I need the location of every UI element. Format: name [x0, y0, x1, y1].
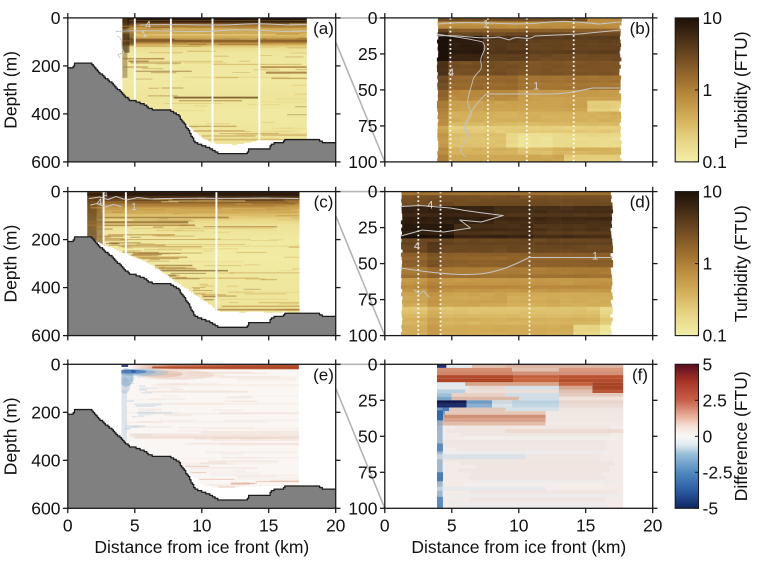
svg-text:50: 50 — [358, 80, 378, 100]
svg-text:5: 5 — [447, 515, 457, 535]
svg-text:(b): (b) — [630, 19, 651, 38]
svg-text:10: 10 — [703, 182, 723, 202]
svg-text:200: 200 — [31, 230, 60, 250]
svg-text:75: 75 — [358, 290, 377, 310]
svg-text:(c): (c) — [314, 193, 334, 212]
svg-text:0.1: 0.1 — [703, 152, 727, 172]
svg-text:4: 4 — [97, 197, 103, 209]
svg-text:5: 5 — [130, 515, 140, 535]
svg-text:0: 0 — [703, 426, 713, 446]
svg-text:Difference (FTU): Difference (FTU) — [731, 371, 751, 501]
svg-text:Turbidity (FTU): Turbidity (FTU) — [731, 205, 751, 322]
svg-text:0: 0 — [63, 515, 73, 535]
svg-text:50: 50 — [358, 254, 378, 274]
svg-text:10: 10 — [192, 515, 212, 535]
svg-text:100: 100 — [348, 498, 377, 518]
svg-text:600: 600 — [31, 498, 60, 518]
svg-text:0: 0 — [51, 182, 61, 202]
svg-text:1: 1 — [703, 254, 713, 274]
svg-text:25: 25 — [358, 218, 377, 238]
svg-text:0.1: 0.1 — [703, 326, 727, 346]
svg-text:4: 4 — [448, 67, 454, 79]
svg-text:Depth (m): Depth (m) — [1, 51, 21, 129]
svg-text:25: 25 — [358, 44, 377, 64]
svg-text:200: 200 — [31, 402, 60, 422]
svg-text:10: 10 — [703, 8, 723, 28]
svg-text:4: 4 — [145, 19, 151, 31]
svg-text:0: 0 — [51, 354, 61, 374]
svg-text:Distance from ice front (km): Distance from ice front (km) — [411, 537, 626, 557]
svg-text:0: 0 — [51, 8, 61, 28]
svg-text:0: 0 — [368, 8, 378, 28]
svg-text:400: 400 — [31, 104, 60, 124]
svg-text:1: 1 — [703, 80, 713, 100]
svg-text:-2.5: -2.5 — [703, 462, 733, 482]
svg-text:10: 10 — [509, 515, 529, 535]
svg-text:Turbidity (FTU): Turbidity (FTU) — [731, 31, 751, 148]
svg-text:0: 0 — [368, 354, 378, 374]
svg-text:1: 1 — [483, 19, 489, 31]
svg-text:100: 100 — [348, 152, 377, 172]
svg-text:4: 4 — [414, 241, 420, 253]
svg-text:(a): (a) — [313, 19, 334, 38]
svg-text:1: 1 — [131, 201, 137, 213]
svg-text:5: 5 — [703, 354, 713, 374]
svg-text:(f): (f) — [632, 365, 648, 384]
svg-text:2.5: 2.5 — [703, 390, 727, 410]
svg-text:0: 0 — [380, 515, 390, 535]
svg-text:Depth (m): Depth (m) — [1, 225, 21, 303]
svg-text:Distance from ice front (km): Distance from ice front (km) — [94, 537, 309, 557]
svg-text:75: 75 — [358, 116, 377, 136]
svg-text:600: 600 — [31, 326, 60, 346]
svg-text:20: 20 — [326, 515, 346, 535]
svg-text:200: 200 — [31, 56, 60, 76]
svg-text:15: 15 — [576, 515, 595, 535]
svg-text:15: 15 — [259, 515, 278, 535]
svg-text:25: 25 — [358, 390, 377, 410]
svg-text:50: 50 — [358, 426, 378, 446]
svg-text:1: 1 — [140, 28, 150, 41]
svg-text:600: 600 — [31, 152, 60, 172]
svg-text:Depth (m): Depth (m) — [1, 397, 21, 475]
svg-text:400: 400 — [31, 278, 60, 298]
svg-text:4: 4 — [102, 189, 107, 200]
svg-text:400: 400 — [31, 450, 60, 470]
svg-text:-5: -5 — [703, 498, 719, 518]
svg-text:0: 0 — [368, 182, 378, 202]
svg-text:1: 1 — [533, 81, 539, 93]
svg-text:75: 75 — [358, 462, 377, 482]
svg-text:20: 20 — [643, 515, 663, 535]
svg-text:1: 1 — [592, 251, 598, 263]
svg-text:(e): (e) — [313, 365, 334, 384]
svg-text:(d): (d) — [630, 193, 651, 212]
svg-text:100: 100 — [348, 326, 377, 346]
svg-text:4: 4 — [427, 200, 433, 212]
